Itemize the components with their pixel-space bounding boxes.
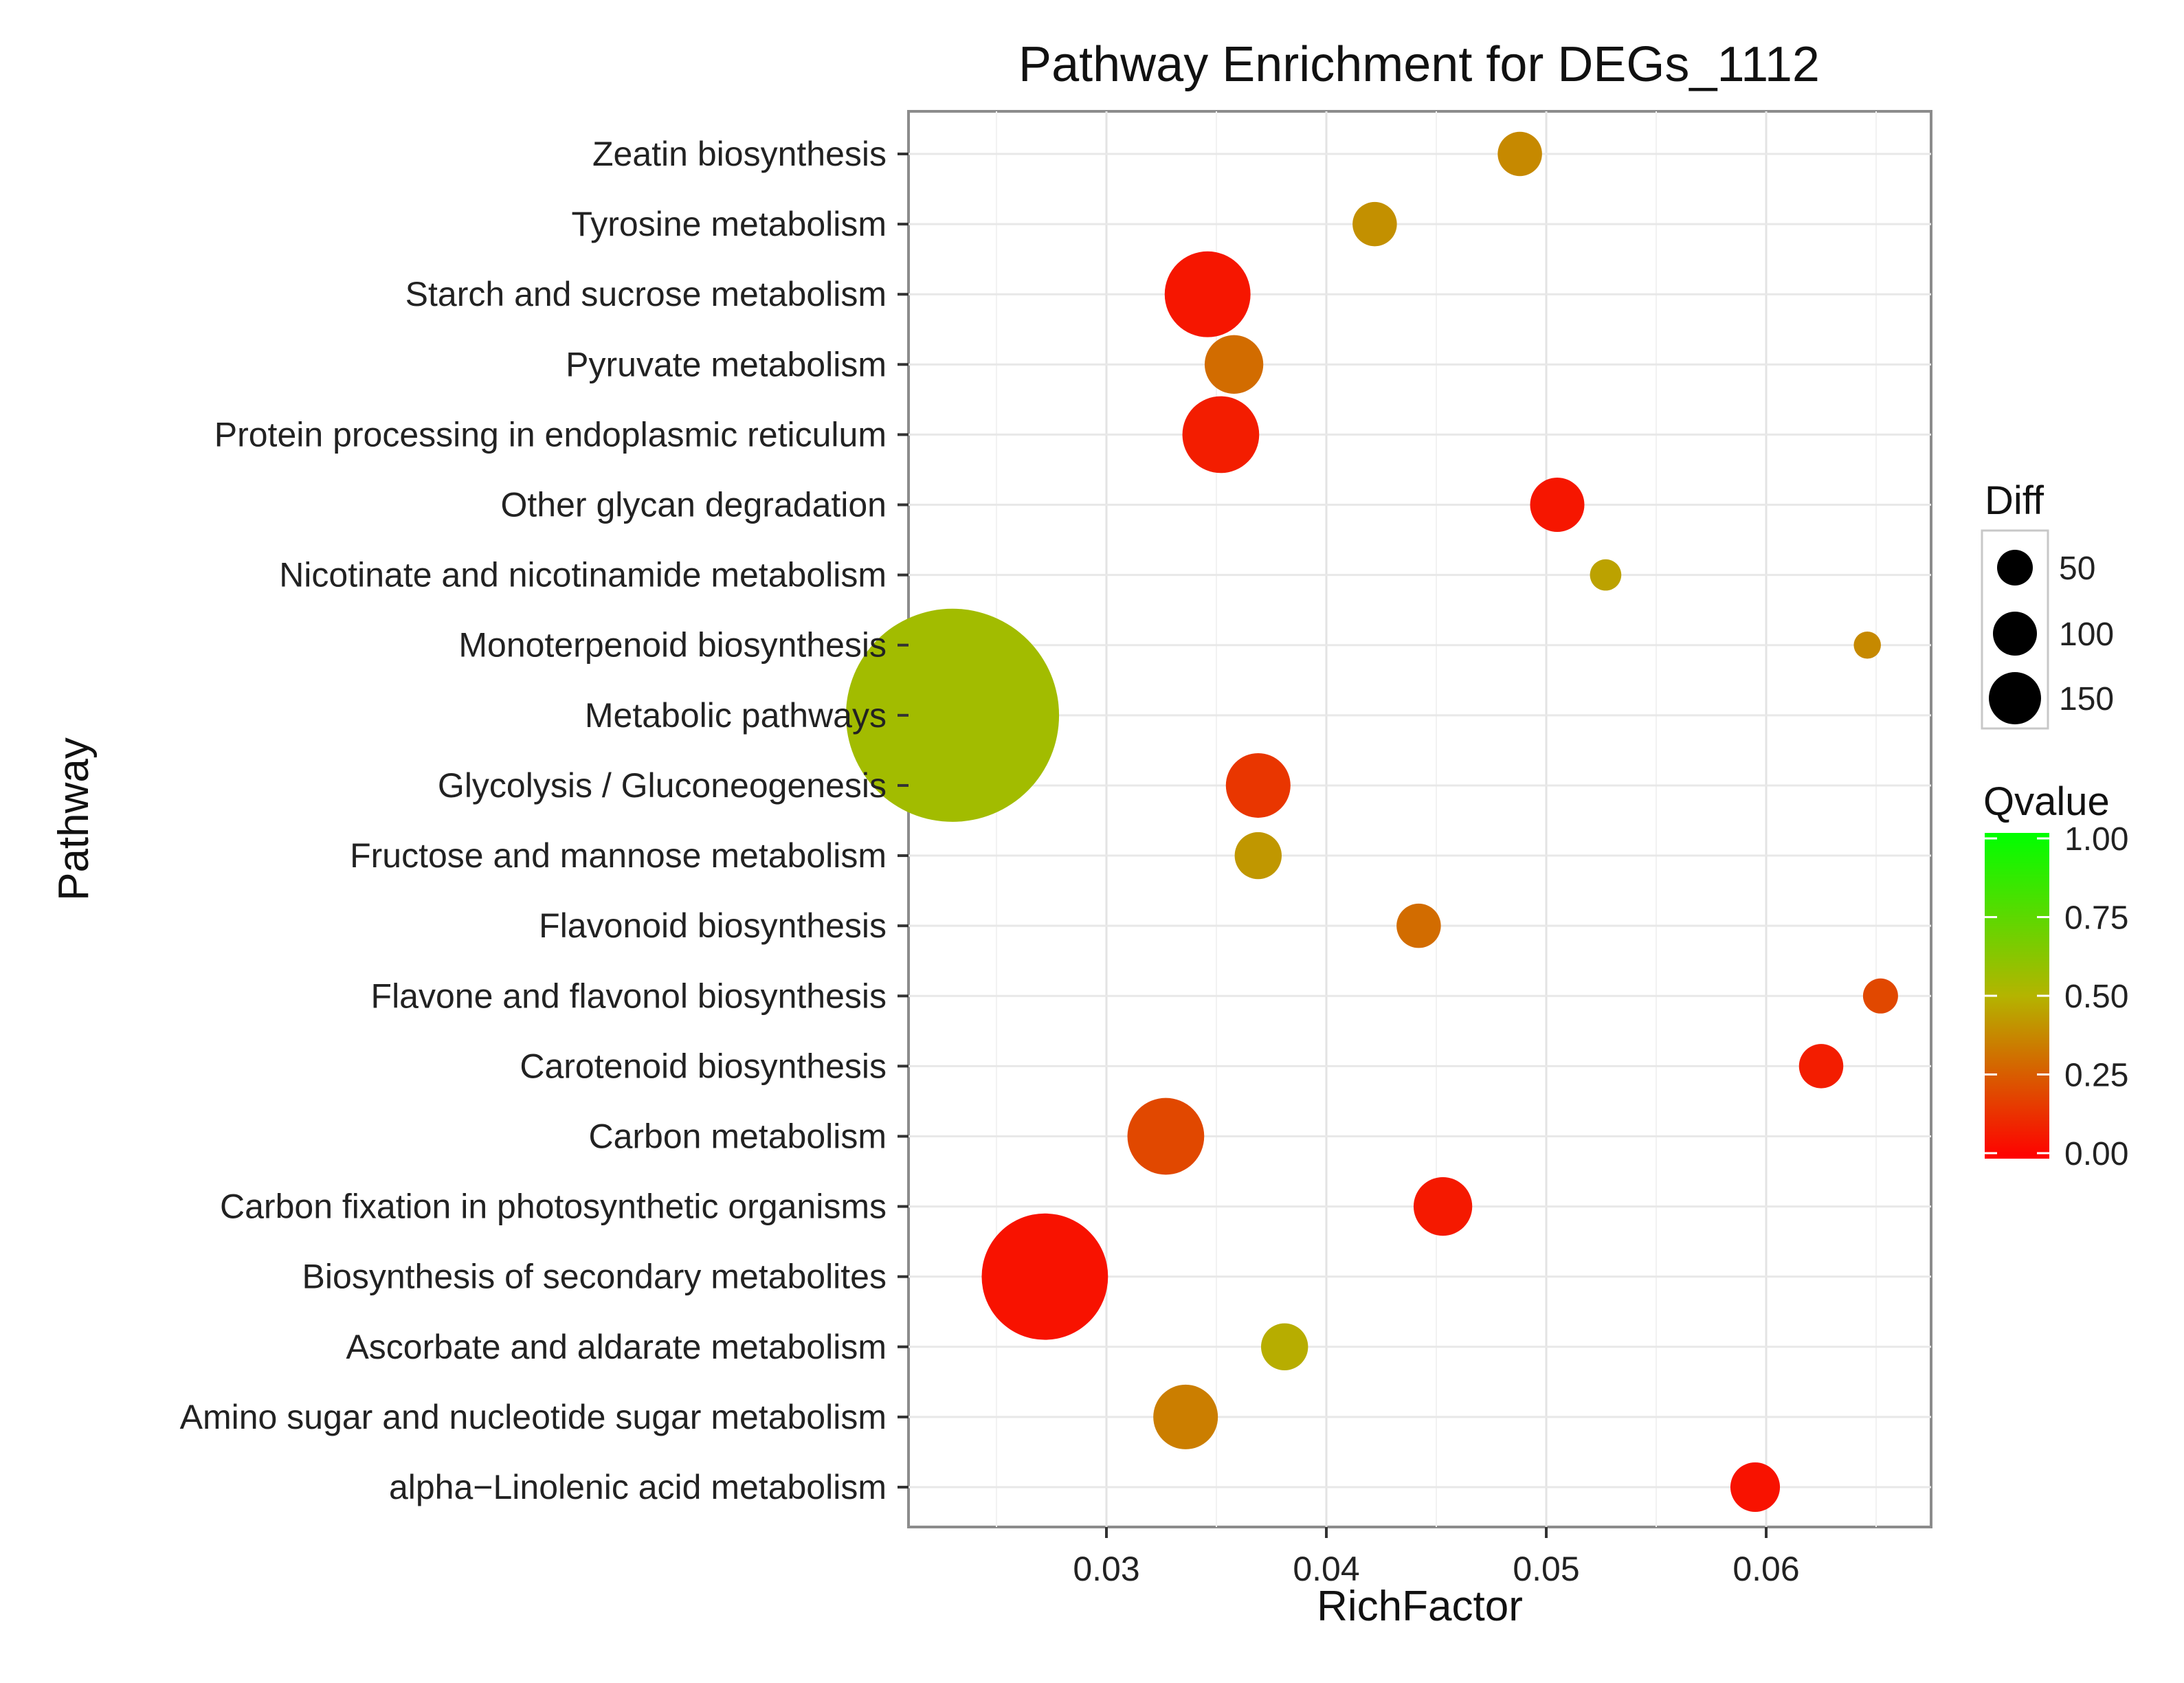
y-tick-label: Amino sugar and nucleotide sugar metabol… [180, 1398, 887, 1436]
y-tick-label: Flavonoid biosynthesis [539, 906, 887, 945]
data-point [1590, 559, 1622, 591]
data-point [1530, 478, 1585, 533]
y-tick-label: Other glycan degradation [501, 486, 887, 524]
y-tick-label: Starch and sucrose metabolism [405, 275, 887, 313]
data-point [1164, 251, 1251, 337]
y-tick-label: Carbon metabolism [588, 1117, 887, 1155]
y-axis-title: Pathway [50, 737, 98, 901]
data-point [1862, 978, 1898, 1014]
data-point [1261, 1323, 1308, 1370]
qvalue-legend-label: 0.75 [2064, 900, 2128, 937]
y-tick-label: Monoterpenoid biosynthesis [458, 626, 887, 665]
diff-legend-key [1997, 550, 2033, 586]
diff-legend-title: Diff [1985, 478, 2044, 523]
y-tick-label: Tyrosine metabolism [572, 205, 887, 243]
y-tick-label: Fructose and mannose metabolism [350, 836, 887, 875]
qvalue-legend: Qvalue 1.00 0.75 0.50 0.25 0.00 [1983, 779, 2128, 1172]
chart-title: Pathway Enrichment for DEGs_1112 [1018, 37, 1820, 92]
data-point [1182, 396, 1260, 473]
data-point [1396, 903, 1441, 948]
diff-legend-label: 50 [2059, 550, 2095, 587]
data-point [1225, 753, 1291, 818]
diff-legend-key [1989, 672, 2041, 724]
data-point [1497, 131, 1542, 177]
data-point [981, 1213, 1108, 1340]
x-tick-label: 0.06 [1732, 1550, 1799, 1588]
data-point [1127, 1097, 1205, 1175]
y-tick-label: Glycolysis / Gluconeogenesis [438, 766, 887, 805]
data-point [1853, 631, 1881, 659]
data-point [1153, 1384, 1218, 1449]
y-tick-label: Metabolic pathways [585, 696, 887, 735]
diff-legend: Diff 50 100 150 [1981, 478, 2114, 730]
y-tick-label: Protein processing in endoplasmic reticu… [214, 415, 887, 454]
y-tick-label: Biosynthesis of secondary metabolites [302, 1258, 887, 1296]
data-point [1234, 832, 1282, 880]
data-point [1352, 201, 1397, 247]
data-point [1413, 1177, 1473, 1236]
x-axis-title: RichFactor [1317, 1583, 1523, 1630]
y-tick-label: Nicotinate and nicotinamide metabolism [279, 556, 887, 594]
y-tick-label: Carotenoid biosynthesis [520, 1047, 887, 1085]
y-tick-label: Carbon fixation in photosynthetic organi… [220, 1188, 887, 1226]
qvalue-legend-label: 0.25 [2064, 1058, 2128, 1094]
qvalue-legend-label: 0.00 [2064, 1136, 2128, 1172]
data-point [1730, 1462, 1781, 1513]
x-tick-label: 0.05 [1513, 1550, 1579, 1588]
data-points [845, 131, 1898, 1513]
diff-legend-label: 100 [2059, 616, 2114, 653]
qvalue-legend-label: 0.50 [2064, 979, 2128, 1015]
data-point [1798, 1044, 1844, 1089]
y-tick-label: Zeatin biosynthesis [592, 135, 887, 173]
x-tick-label: 0.03 [1073, 1550, 1139, 1588]
y-tick-label: Pyruvate metabolism [566, 345, 887, 383]
y-tick-label: Flavone and flavonol biosynthesis [371, 977, 887, 1015]
y-tick-label: alpha−Linolenic acid metabolism [389, 1468, 887, 1506]
y-axis: Zeatin biosynthesis Tyrosine metabolism St… [180, 135, 909, 1506]
diff-legend-label: 150 [2059, 681, 2114, 717]
x-axis: 0.03 0.04 0.05 0.06 [1073, 1527, 1800, 1588]
data-point [1204, 335, 1264, 394]
y-tick-label: Ascorbate and aldarate metabolism [346, 1328, 887, 1366]
diff-legend-key [1993, 612, 2037, 656]
x-tick-label: 0.04 [1293, 1550, 1359, 1588]
data-point [845, 608, 1060, 822]
qvalue-legend-title: Qvalue [1983, 779, 2110, 824]
qvalue-legend-label: 1.00 [2064, 821, 2128, 858]
